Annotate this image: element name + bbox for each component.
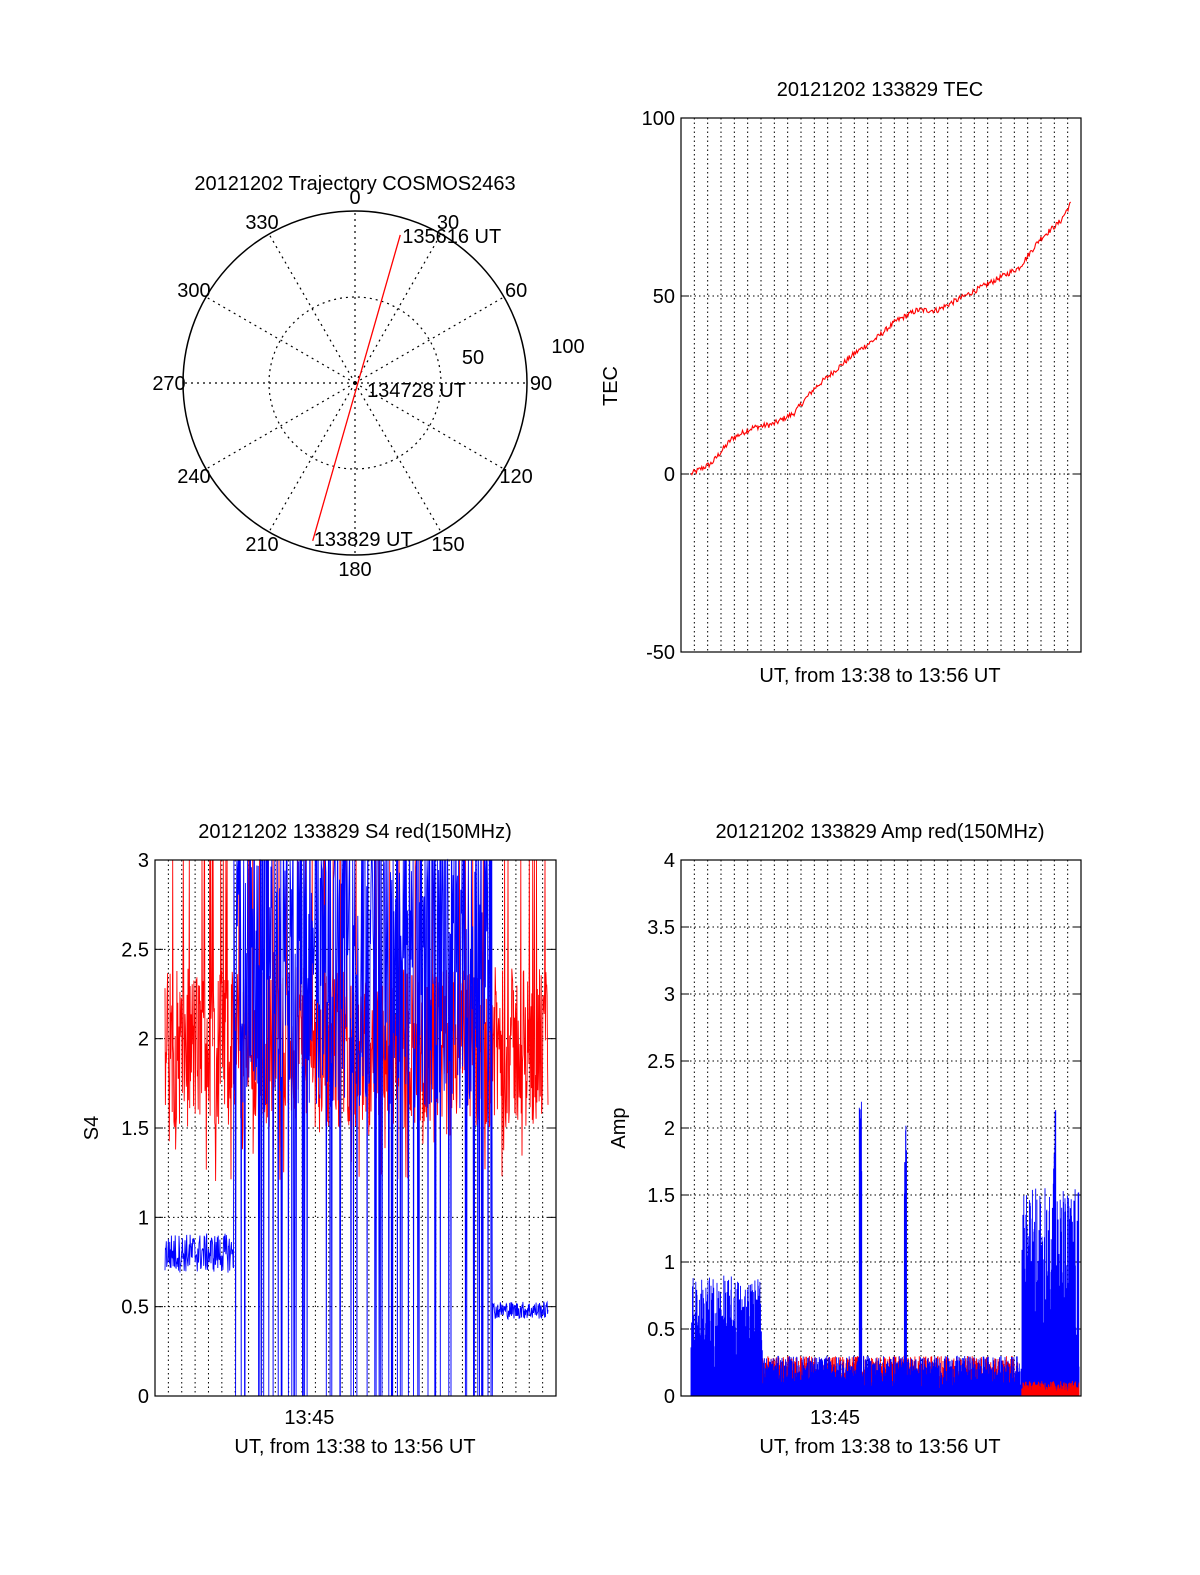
s4-ytick-label: 0.5 bbox=[121, 1297, 149, 1319]
polar-spoke bbox=[354, 382, 442, 533]
s4-xtick-label: 13:45 bbox=[284, 1407, 334, 1429]
polar-spoke bbox=[354, 382, 505, 470]
amp-blue-series bbox=[690, 1101, 1080, 1396]
tec-series-line bbox=[690, 201, 1072, 476]
tec-frame bbox=[680, 117, 1082, 653]
s4-ytick-label: 0 bbox=[138, 1386, 149, 1408]
amp-ytick-label: 4 bbox=[664, 850, 675, 872]
amp-ylabel: Amp bbox=[608, 1107, 630, 1148]
angle-label: 90 bbox=[530, 373, 552, 395]
trajectory-mid-label: 134728 UT bbox=[367, 380, 466, 402]
s4-ytick-label: 2 bbox=[138, 1029, 149, 1051]
amp-ytick-label: 3 bbox=[664, 984, 675, 1006]
angle-label: 300 bbox=[177, 280, 210, 302]
amp-xlabel: UT, from 13:38 to 13:56 UT bbox=[759, 1436, 1000, 1458]
polar-spoke bbox=[354, 233, 442, 384]
tec-ytick-label: 50 bbox=[653, 286, 675, 308]
tec-title: 20121202 133829 TEC bbox=[777, 79, 983, 101]
polar-spoke bbox=[354, 296, 505, 384]
polar-spoke bbox=[268, 233, 356, 384]
amp-ytick-label: 3.5 bbox=[647, 917, 675, 939]
amp-ytick-label: 0.5 bbox=[647, 1319, 675, 1341]
amp-ytick-label: 2.5 bbox=[647, 1051, 675, 1073]
amp-title: 20121202 133829 Amp red(150MHz) bbox=[715, 821, 1044, 843]
angle-label: 330 bbox=[245, 212, 278, 234]
trajectory-end-label: 135616 UT bbox=[402, 226, 501, 248]
polar-angle-labels: 0 30 60 90 120 150 180 210 240 270 300 330 bbox=[152, 187, 552, 581]
polar-grid bbox=[182, 210, 528, 556]
trajectory-start-label: 133829 UT bbox=[314, 529, 413, 551]
radius-label: 100 bbox=[551, 336, 584, 358]
amp-ytick-label: 1.5 bbox=[647, 1185, 675, 1207]
amp-red-series-overlay bbox=[1021, 1381, 1080, 1396]
trajectory-line: 133829 UT 134728 UT 135616 UT bbox=[312, 226, 501, 551]
amp-ytick-label: 2 bbox=[664, 1118, 675, 1140]
angle-label: 240 bbox=[177, 466, 210, 488]
amp-xtick-label: 13:45 bbox=[810, 1407, 860, 1429]
tec-ytick-label: 100 bbox=[642, 108, 675, 130]
s4-ylabel: S4 bbox=[81, 1116, 103, 1140]
s4-frame bbox=[154, 859, 557, 1397]
amp-plot: 20121202 133829 Amp red(150MHz) UT, from… bbox=[608, 821, 1082, 1458]
angle-label: 60 bbox=[505, 280, 527, 302]
radius-label: 50 bbox=[462, 347, 484, 369]
tec-xlabel: UT, from 13:38 to 13:56 UT bbox=[759, 665, 1000, 687]
polar-spoke bbox=[268, 382, 356, 533]
angle-label: 270 bbox=[152, 373, 185, 395]
polar-spoke bbox=[205, 382, 356, 470]
angle-label: 30 bbox=[437, 212, 459, 234]
angle-label: 120 bbox=[499, 466, 532, 488]
tec-plot: 20121202 133829 TEC UT, from 13:38 to 13… bbox=[600, 79, 1082, 687]
s4-ytick-label: 1 bbox=[138, 1207, 149, 1229]
s4-ytick-label: 1.5 bbox=[121, 1118, 149, 1140]
s4-ytick-label: 2.5 bbox=[121, 939, 149, 961]
s4-ytick-label: 3 bbox=[138, 850, 149, 872]
amp-frame bbox=[680, 859, 1082, 1397]
s4-xlabel: UT, from 13:38 to 13:56 UT bbox=[234, 1436, 475, 1458]
s4-title: 20121202 133829 S4 red(150MHz) bbox=[198, 821, 512, 843]
tec-ytick-label: -50 bbox=[646, 642, 675, 664]
polar-outer-circle bbox=[182, 210, 528, 556]
polar-spoke bbox=[205, 296, 356, 384]
trajectory-path bbox=[312, 234, 401, 542]
amp-ytick-label: 1 bbox=[664, 1252, 675, 1274]
angle-label: 0 bbox=[349, 187, 360, 209]
polar-radius-labels: 50 100 bbox=[462, 336, 585, 369]
angle-label: 150 bbox=[431, 534, 464, 556]
tec-ylabel: TEC bbox=[600, 366, 622, 406]
tec-ytick-label: 0 bbox=[664, 464, 675, 486]
angle-label: 180 bbox=[338, 559, 371, 581]
angle-label: 210 bbox=[245, 534, 278, 556]
amp-ytick-label: 0 bbox=[664, 1386, 675, 1408]
s4-plot: 20121202 133829 S4 red(150MHz) UT, from … bbox=[81, 821, 557, 1458]
trajectory-polar-plot: 20121202 Trajectory COSMOS2463 0 30 60 90 12… bbox=[152, 173, 584, 581]
polar-title: 20121202 Trajectory COSMOS2463 bbox=[194, 173, 515, 195]
